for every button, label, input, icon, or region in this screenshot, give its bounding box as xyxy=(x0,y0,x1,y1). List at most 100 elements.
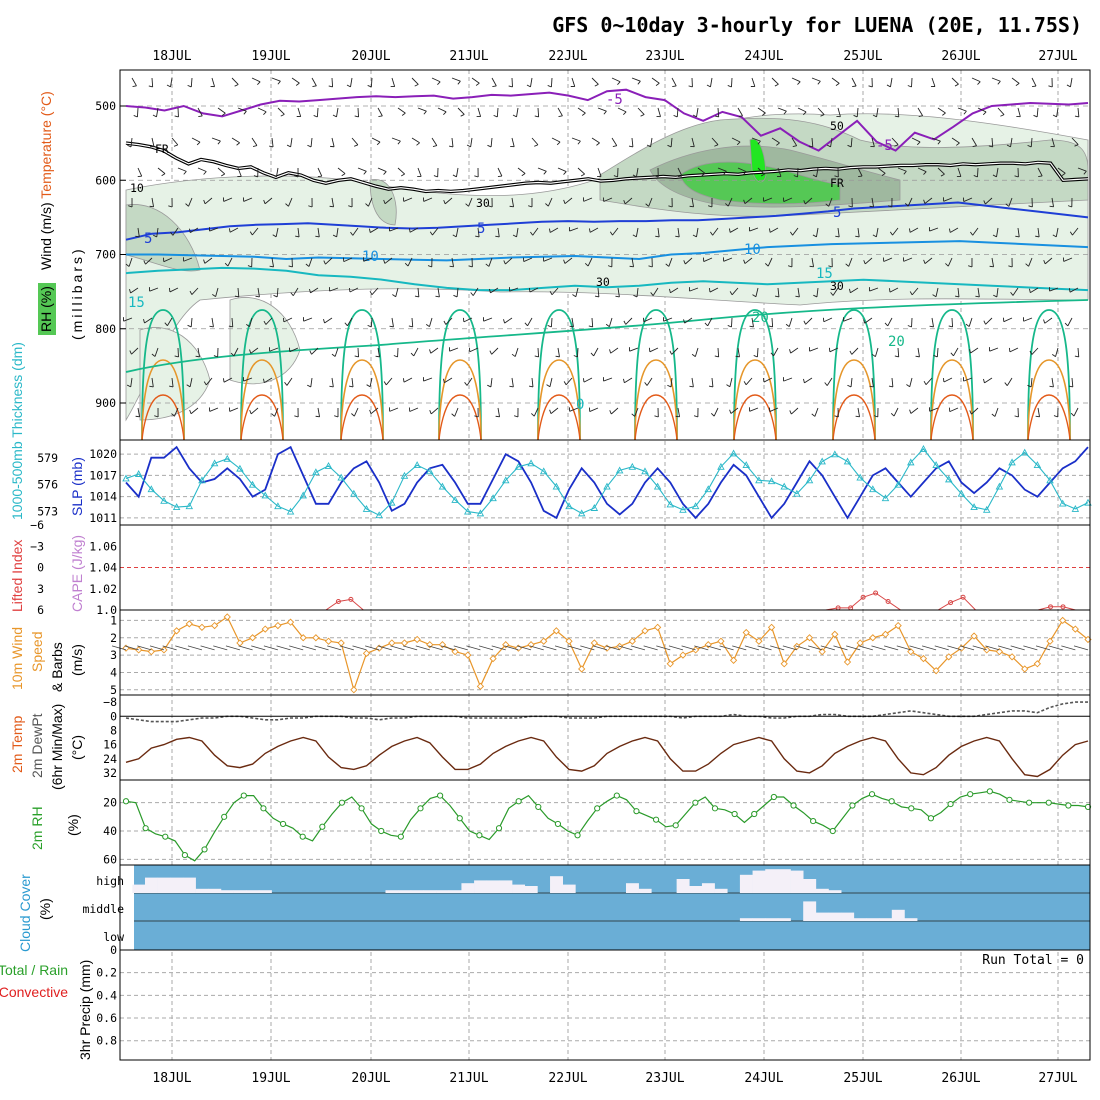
wind-barb xyxy=(737,107,743,116)
wind-barb xyxy=(1044,317,1053,324)
rh-point xyxy=(672,822,679,829)
wind-barb xyxy=(1031,347,1039,355)
wind-barb-flag xyxy=(743,381,747,385)
wind-barb-flag xyxy=(929,325,934,328)
wind-barb-flag xyxy=(909,409,912,414)
wind-barb-flag xyxy=(852,85,857,88)
wind-barb-flag xyxy=(1014,415,1019,418)
wind-barb-flag xyxy=(762,112,766,116)
wind-barb-flag xyxy=(1043,260,1046,265)
wind-barb-flag xyxy=(997,80,1001,85)
wind-barb xyxy=(826,377,833,386)
thickness-point xyxy=(653,482,662,490)
wind-barb xyxy=(423,377,433,382)
wind-barb xyxy=(554,645,570,651)
rh-point xyxy=(162,833,169,840)
isotherm-loop xyxy=(141,359,185,441)
wind-barb xyxy=(828,197,833,207)
wind-barb xyxy=(496,107,499,118)
wind-barb-flag xyxy=(569,325,574,328)
wind-barb-flag xyxy=(313,115,318,118)
rh-point xyxy=(554,820,562,828)
cloud-clear-bar xyxy=(828,912,842,921)
wind-speed-point xyxy=(160,646,168,654)
wind-barb-flag xyxy=(213,355,218,358)
thickness-tick-label: 576 xyxy=(37,478,58,492)
wind-barb-flag xyxy=(631,413,636,417)
isotherm-loop xyxy=(733,394,777,441)
wind-barb xyxy=(431,77,441,83)
wind-barb-flag xyxy=(309,288,311,294)
wind-barb-flag xyxy=(954,295,960,298)
wind-barb-flag xyxy=(558,115,563,118)
wind-barb xyxy=(389,407,399,412)
wind-barb xyxy=(431,137,438,146)
cloud-clear-bar xyxy=(132,884,146,893)
wind-barb xyxy=(589,227,599,233)
wind-barb-flag xyxy=(665,263,670,267)
wind-barb xyxy=(531,377,534,387)
wind-barb-flag xyxy=(667,144,672,148)
wind-barb xyxy=(237,287,240,298)
wind-speed-point xyxy=(185,620,193,628)
wind-barb-flag xyxy=(369,409,372,414)
wind-barb xyxy=(251,77,261,83)
wind-barb-flag xyxy=(797,81,801,85)
wind-barb xyxy=(977,287,980,297)
wind-barb-flag xyxy=(654,175,659,178)
wind-barb xyxy=(149,287,159,292)
isotherm-loop xyxy=(930,359,974,441)
x-day-label-bottom: 27JUL xyxy=(1038,1071,1077,1086)
wind-barb xyxy=(217,167,226,175)
wind-barb xyxy=(851,347,859,355)
wind-barb xyxy=(1061,645,1076,651)
wind-barb-flag xyxy=(133,115,138,118)
wind-barb xyxy=(729,227,739,233)
thickness-point xyxy=(919,445,928,452)
wind-barb-flag xyxy=(760,173,765,177)
wind-barb xyxy=(391,77,396,87)
wind-barb xyxy=(903,257,913,262)
wind-barb xyxy=(925,377,933,386)
wind-ylabel-3: & Barbs xyxy=(49,642,65,692)
wind-barb-flag xyxy=(752,294,757,298)
wind-barb-flag xyxy=(1027,384,1032,388)
wind-barb xyxy=(188,197,193,207)
wind-barb-flag xyxy=(435,295,440,298)
wind-barb xyxy=(656,645,671,651)
wind-barb xyxy=(989,347,999,352)
x-day-label-top: 20JUL xyxy=(351,49,390,64)
rh-point xyxy=(888,798,895,805)
wind-barb-flag xyxy=(549,409,552,414)
isotherm-line xyxy=(125,266,1089,292)
wind-barb xyxy=(773,347,779,357)
wind-barb xyxy=(209,407,219,412)
rh-point xyxy=(790,802,797,809)
cloud-clear-bar xyxy=(676,879,690,893)
wind-barb-flag xyxy=(965,323,970,327)
wind-barb xyxy=(289,347,299,353)
wind-barb xyxy=(1037,227,1040,237)
wind-barb-flag xyxy=(623,320,627,325)
wind-barb-flag xyxy=(1027,144,1032,148)
wind-barb-flag xyxy=(514,415,519,418)
thickness-point xyxy=(856,473,864,481)
wind-barb xyxy=(123,317,133,322)
wind-barb-flag xyxy=(269,145,274,148)
wind-ylabel-4: (m/s) xyxy=(69,644,85,676)
thickness-point xyxy=(501,476,510,484)
wind-barb-flag xyxy=(228,228,231,233)
wind-barb xyxy=(209,227,219,232)
panel-frame xyxy=(119,949,1091,1061)
wind-barb xyxy=(670,377,673,387)
wind-speed-point xyxy=(1046,637,1054,645)
wind-barb xyxy=(769,227,779,233)
wind-barb xyxy=(229,227,239,233)
wind-barb xyxy=(175,645,190,651)
wind-barb-flag xyxy=(992,234,997,238)
wind-speed-point xyxy=(1059,616,1067,625)
wind-speed-point xyxy=(502,641,510,649)
wind-barb xyxy=(972,645,987,651)
wind-barb xyxy=(985,317,993,325)
wind-barb xyxy=(651,77,660,84)
